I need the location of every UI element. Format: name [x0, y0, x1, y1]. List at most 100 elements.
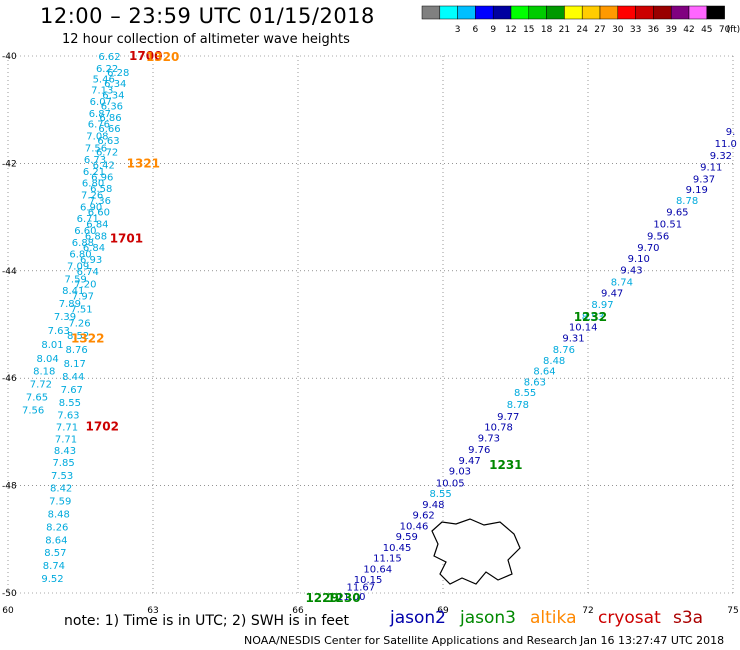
swh-value-label: 7.63 — [57, 411, 79, 422]
swh-value-label: 7.36 — [89, 196, 111, 207]
swh-value-label: 8.48 — [543, 356, 565, 367]
scale-tick-label: 18 — [541, 25, 553, 35]
swh-value-label: 9.10 — [628, 254, 650, 265]
swh-value-label: 9.65 — [666, 208, 688, 219]
swh-value-label: 9.19 — [686, 185, 708, 196]
swh-value-label: 6.80 — [82, 179, 104, 190]
swh-value-label: 8.76 — [553, 345, 575, 356]
scale-unit-label: (ft) — [727, 25, 740, 35]
swh-value-label: 6.88 — [85, 231, 107, 242]
swh-value-label: 6.66 — [98, 124, 120, 135]
lat-tick-label: -48 — [2, 482, 17, 492]
swh-value-label: 10.64 — [363, 564, 392, 575]
lon-tick-label: 75 — [727, 606, 738, 616]
swh-value-label: 9.43 — [620, 266, 642, 277]
swh-value-label: 9.32 — [710, 151, 732, 162]
swh-value-label: 9.59 — [396, 532, 418, 543]
swh-value-label: 7.26 — [68, 318, 90, 329]
swh-value-label: 9.47 — [601, 288, 623, 299]
swh-value-label: 6.63 — [97, 136, 119, 147]
swh-value-label: 7.39 — [54, 312, 76, 323]
swh-value-label: 6.60 — [88, 208, 110, 219]
lon-tick-label: 66 — [292, 606, 304, 616]
pass-time-label: 1701 — [110, 232, 143, 246]
swh-value-label: 9.62 — [413, 511, 435, 522]
legend-jason2: jason2 — [390, 608, 446, 628]
swh-value-label: 10.45 — [383, 543, 412, 554]
swh-value-label: 6.72 — [96, 148, 118, 159]
scale-tick-label: 21 — [559, 25, 570, 35]
lon-tick-label: 69 — [437, 606, 449, 616]
swh-value-label: 9.47 — [458, 456, 480, 467]
swh-value-label: 11.00 — [337, 592, 366, 603]
swh-value-label: 7.51 — [70, 304, 92, 315]
swh-value-label: 6.96 — [91, 172, 113, 183]
swh-value-label: 7.63 — [48, 326, 70, 337]
credit-line: NOAA/NESDIS Center for Satellite Applica… — [244, 634, 578, 647]
scale-tick-label: 12 — [505, 25, 516, 35]
swh-value-label: 7.89 — [59, 299, 81, 310]
swh-value-label: 7.59 — [65, 274, 87, 285]
swh-value-label: 6.58 — [90, 184, 112, 195]
swh-value-label: 6.93 — [80, 255, 102, 266]
swh-value-label: 11.15 — [373, 554, 402, 565]
swh-value-label: 7.59 — [49, 497, 71, 508]
swh-value-label: 6.42 — [93, 160, 115, 171]
swh-value-label: 8.55 — [429, 489, 451, 500]
swh-value-label: 8.26 — [46, 522, 68, 533]
lon-tick-label: 63 — [147, 606, 158, 616]
swh-value-label: 7.56 — [85, 143, 107, 154]
swh-value-label: 6.73 — [84, 155, 106, 166]
swh-value-label: 6.90 — [80, 202, 102, 213]
swh-value-label: 10.15 — [354, 575, 383, 586]
swh-value-label: 9.48 — [422, 500, 444, 511]
swh-value-label: 7.20 — [74, 280, 96, 291]
scale-tick-label: 45 — [701, 25, 712, 35]
map-subtitle: 12 hour collection of altimeter wave hei… — [62, 32, 350, 47]
lat-tick-label: -50 — [2, 589, 17, 599]
swh-value-label: 8.01 — [41, 340, 63, 351]
swh-value-label: 7.53 — [51, 471, 73, 482]
swh-value-label: 8.17 — [64, 359, 86, 370]
swh-value-label: 7.97 — [72, 292, 94, 303]
footer-note: note: 1) Time is in UTC; 2) SWH is in fe… — [64, 613, 350, 629]
swh-value-label: 10.46 — [400, 521, 429, 532]
swh-value-label: 8.52 — [67, 331, 89, 342]
swh-value-label: 9.03 — [449, 467, 471, 478]
swh-value-label: 6.74 — [77, 267, 99, 278]
scale-tick-label: 36 — [648, 25, 660, 35]
swh-value-label: 10.51 — [653, 220, 682, 231]
swh-value-label: 7.13 — [91, 85, 113, 96]
swh-value-label: 9.11 — [700, 163, 722, 174]
swh-value-label: 6.34 — [102, 91, 124, 102]
swh-value-label: 11.0 — [715, 139, 737, 150]
scale-tick-label: 15 — [523, 25, 534, 35]
swh-value-label: 6.86 — [99, 113, 121, 124]
swh-value-label: 5.46 — [93, 75, 115, 86]
pass-time-label: 1232 — [574, 310, 607, 324]
lon-tick-label: 72 — [582, 606, 593, 616]
swh-value-label: 6.36 — [101, 101, 123, 112]
swh-value-label: 8.41 — [62, 286, 84, 297]
swh-value-label: 8.53 — [582, 312, 604, 323]
swh-value-label: 11.67 — [347, 583, 376, 594]
pass-time-label: 1229 — [305, 591, 338, 605]
legend-cryosat: cryosat — [598, 608, 661, 628]
pass-time-label: 1321 — [127, 156, 160, 170]
swh-value-label: 6.84 — [83, 243, 105, 254]
swh-value-label: 9. — [726, 127, 736, 138]
scale-swatch — [706, 5, 725, 20]
swh-value-label: 6.34 — [104, 79, 126, 90]
lat-tick-label: -42 — [2, 159, 17, 169]
scale-tick-label: 6 — [473, 25, 479, 35]
scale-tick-label: 33 — [630, 25, 641, 35]
graticule — [7, 55, 734, 594]
scale-tick-label: 3 — [455, 25, 461, 35]
lat-tick-label: -40 — [2, 52, 17, 62]
swh-value-label: 8.43 — [54, 446, 76, 457]
swh-value-label: 7.67 — [61, 385, 83, 396]
swh-value-label: 7.65 — [26, 392, 48, 403]
island-outline — [431, 518, 521, 585]
swh-value-label: 6.21 — [83, 167, 105, 178]
swh-value-label: 8.55 — [514, 388, 536, 399]
